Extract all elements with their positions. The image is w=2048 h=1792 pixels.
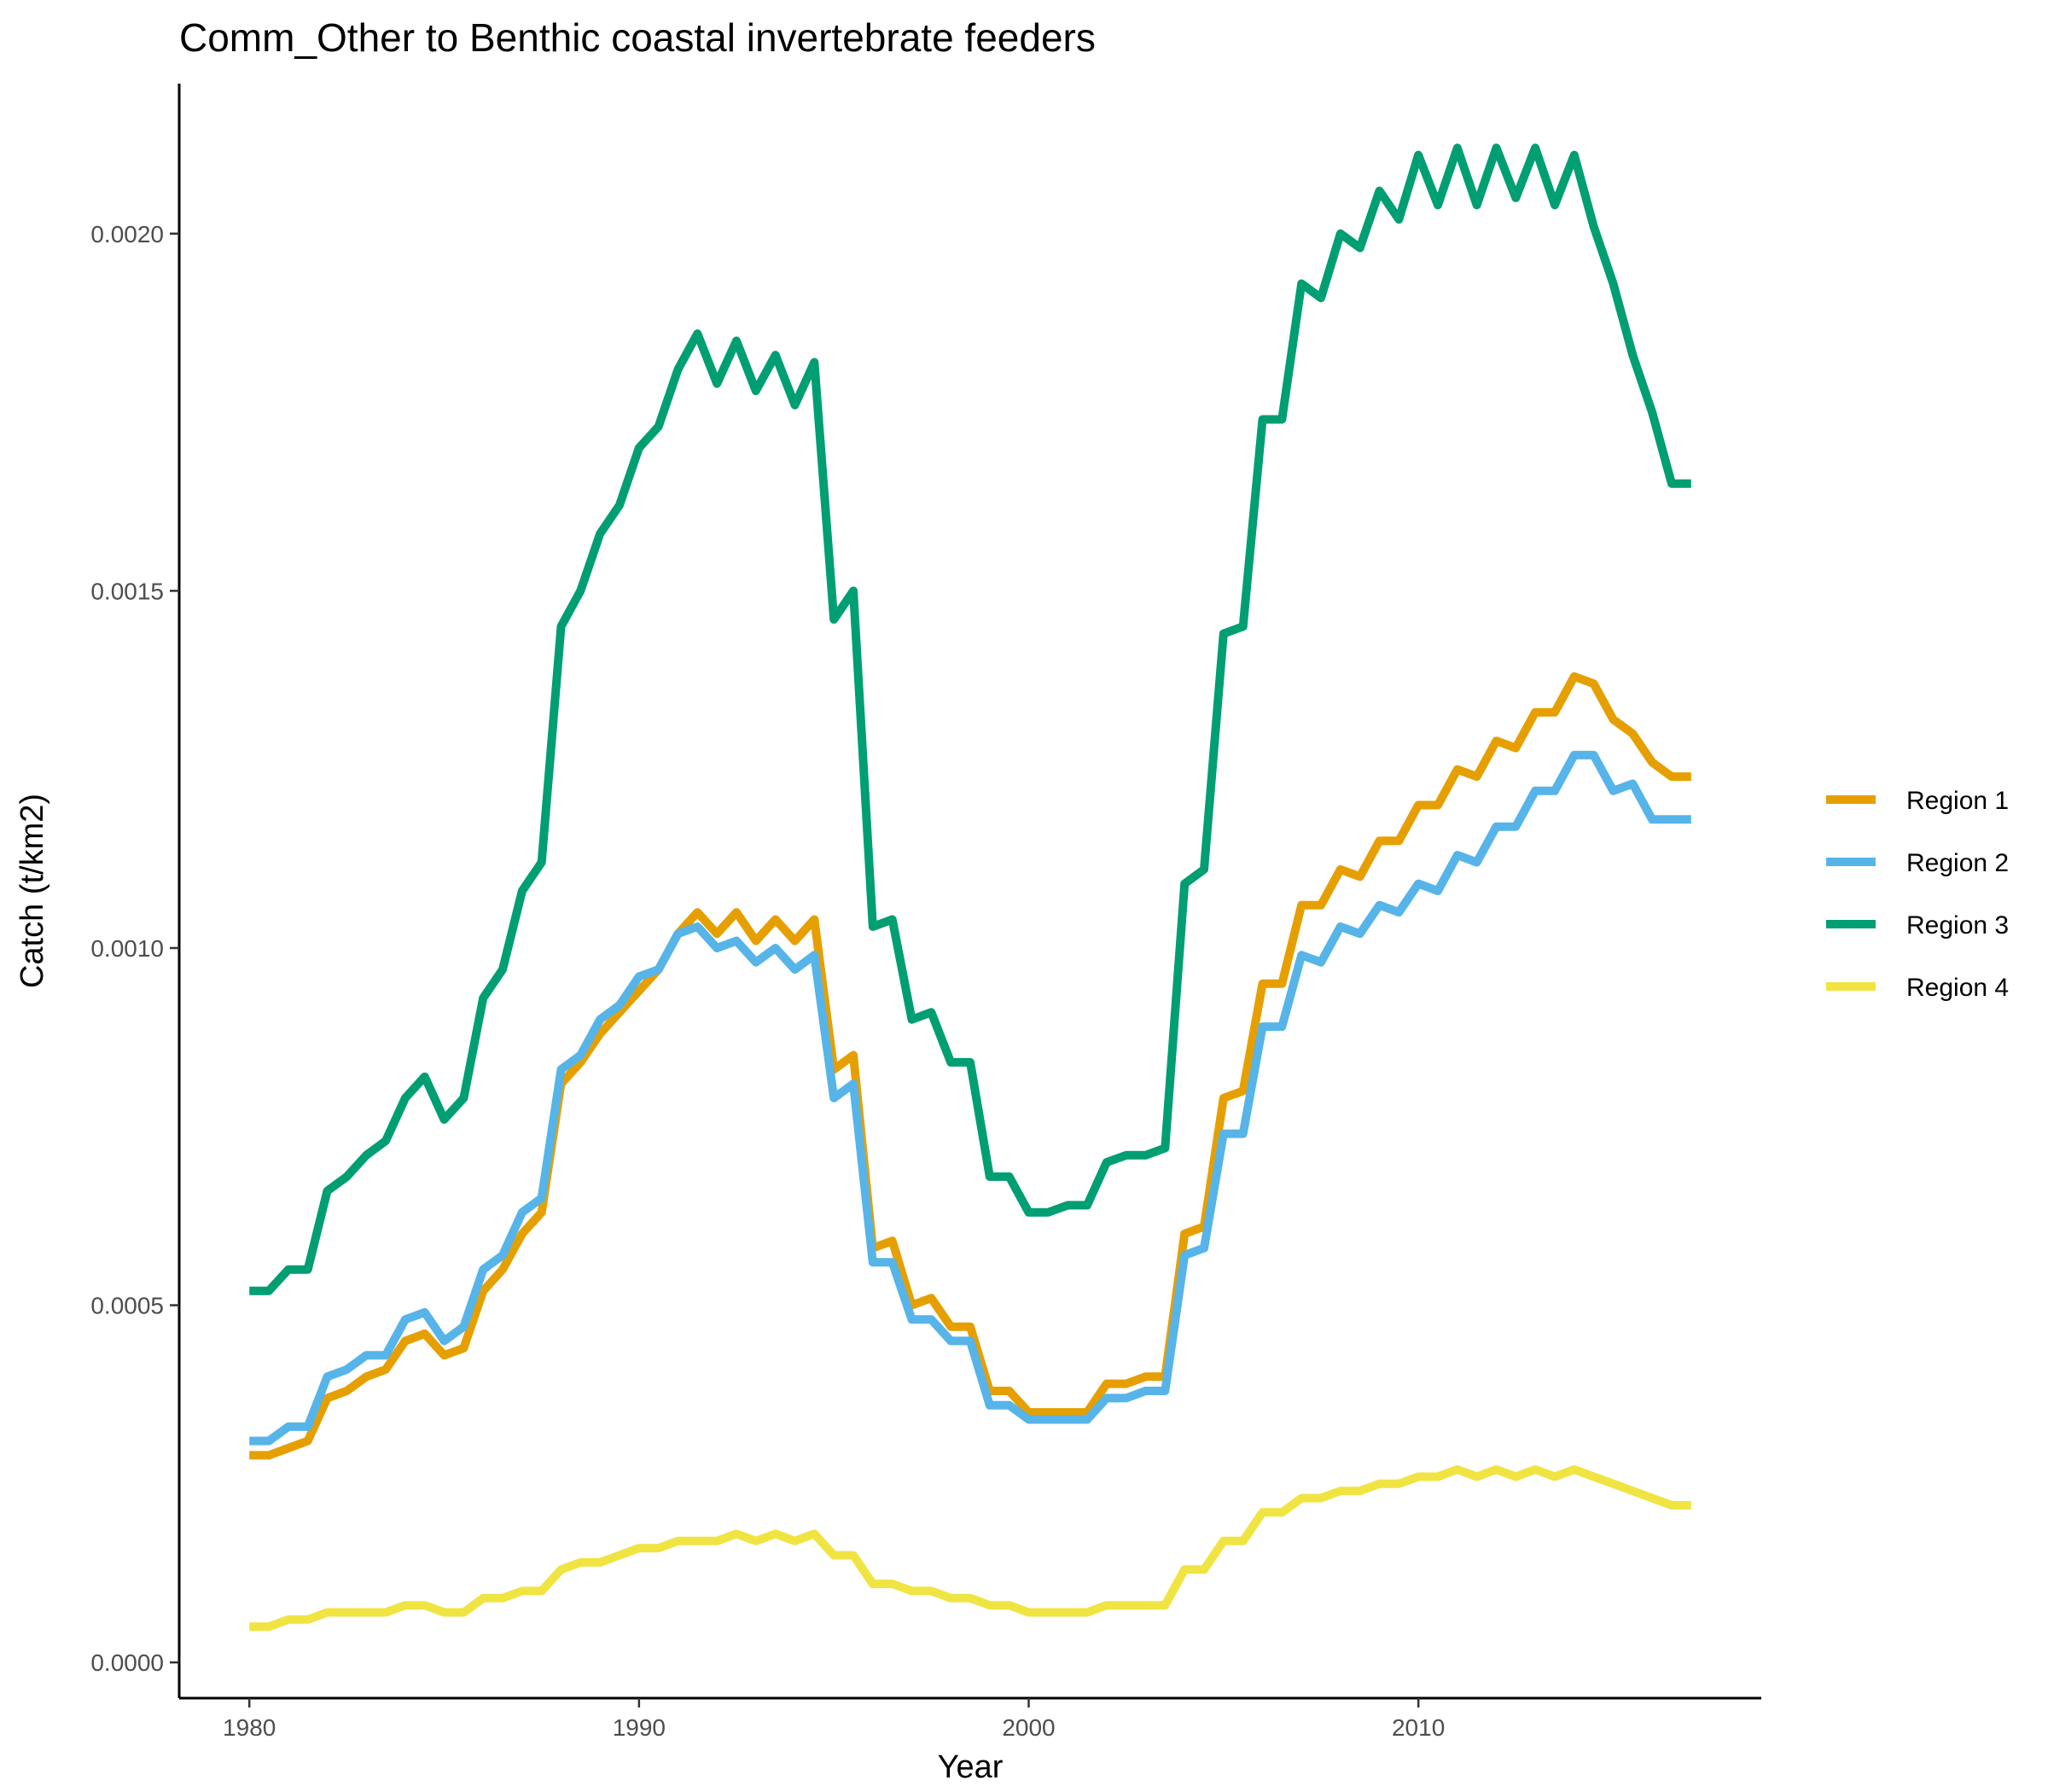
series-line-region-4 (249, 1465, 1691, 1632)
x-tick-label: 1990 (613, 1714, 666, 1741)
series-layer (249, 143, 1691, 1632)
y-tick-label: 0.0020 (90, 221, 164, 247)
legend-label-region-3: Region 3 (1906, 911, 2009, 940)
x-axis-ticks: 1980 1990 2000 2010 (223, 1698, 1445, 1741)
series-line-region-3 (249, 143, 1691, 1295)
legend-label-region-1: Region 1 (1906, 787, 2009, 815)
series-line-region-1 (249, 672, 1691, 1460)
series-line-region-2 (249, 750, 1691, 1446)
y-axis-title: Catch (t/km2) (15, 794, 50, 988)
y-tick-label: 0.0015 (90, 578, 164, 604)
x-axis-title: Year (938, 1749, 1004, 1785)
x-tick-label: 2000 (1002, 1714, 1055, 1741)
chart-title: Comm_Other to Benthic coastal invertebra… (179, 15, 1096, 60)
legend-label-region-2: Region 2 (1906, 849, 2009, 877)
y-tick-label: 0.0005 (90, 1293, 164, 1319)
y-tick-label: 0.0010 (90, 935, 164, 962)
legend-label-region-4: Region 4 (1906, 974, 2009, 1002)
x-tick-label: 2010 (1392, 1714, 1445, 1741)
x-tick-label: 1980 (223, 1714, 276, 1741)
y-axis-ticks: 0.0000 0.0005 0.0010 0.0015 0.0020 (90, 221, 179, 1676)
legend: Region 1 Region 2 Region 3 Region 4 (1826, 787, 2009, 1002)
y-tick-label: 0.0000 (90, 1649, 164, 1676)
